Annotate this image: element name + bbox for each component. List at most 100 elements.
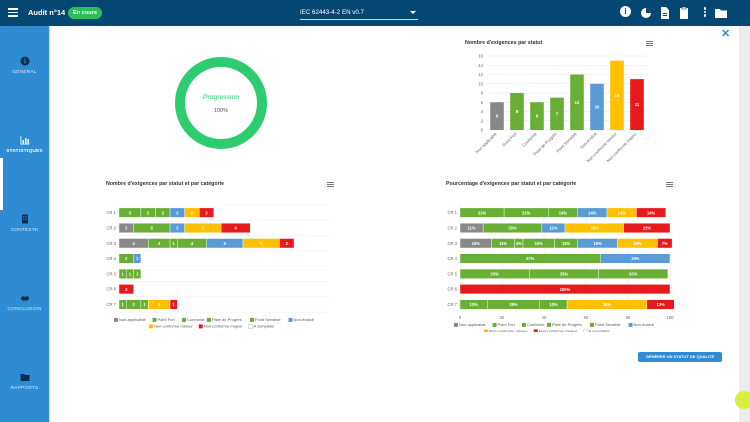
segment-data-label: 2 xyxy=(176,210,179,215)
menu-icon[interactable] xyxy=(8,8,18,17)
segment-data-label: 2 xyxy=(125,226,128,231)
y-tick-label: 6 xyxy=(481,100,484,105)
legend-swatch xyxy=(628,322,633,327)
legend-label: Non-applicable xyxy=(119,317,146,322)
segment-data-label: 28% xyxy=(508,226,517,231)
bar xyxy=(550,97,564,130)
segment-data-label: 67% xyxy=(526,256,535,261)
legend-label: Piste de Progrès xyxy=(212,317,242,322)
status-badge: En cours xyxy=(68,7,102,19)
legend-label: Non-conforme mineur xyxy=(154,324,193,329)
report-folder-icon xyxy=(20,374,30,381)
segment-data-label: 33% xyxy=(560,271,569,276)
count-chart-title: Nombre d'exigences par statut et par cat… xyxy=(106,181,225,187)
y-tick-label: 16 xyxy=(478,54,483,59)
folder-icon[interactable] xyxy=(714,6,728,20)
segment-data-label: 22% xyxy=(643,226,652,231)
bar-segment xyxy=(133,268,142,279)
pie-chart-icon[interactable] xyxy=(640,6,654,20)
percent-stacked-chart: 0 20 40 60 80 100 CR 1 21% 21% 14% 14% 14% 14% CR 2 11… xyxy=(447,205,675,332)
bar-data-label: 12 xyxy=(575,100,580,105)
sidebar-item-conclusion[interactable]: CONCLUSION xyxy=(0,293,49,337)
x-tick-label: 100 xyxy=(667,315,675,320)
y-tick-label: 14 xyxy=(478,63,483,68)
segment-data-label: 3 xyxy=(158,302,161,307)
sidebar-item-context[interactable]: CONTEXTE xyxy=(0,214,49,258)
segment-data-label: 2 xyxy=(125,256,128,261)
segment-data-label: 2 xyxy=(205,210,208,215)
y-tick-label: CR 3 xyxy=(447,241,457,246)
chart-menu-icon[interactable] xyxy=(666,182,673,187)
standard-select-value: IEC 62443-4-2 EN v0.7 xyxy=(300,9,364,16)
segment-data-label: 4 xyxy=(235,226,238,231)
legend-label: Non-évalué xyxy=(294,317,315,322)
segment-data-label: 21% xyxy=(478,210,487,215)
legend-label: Non-évalué xyxy=(634,322,655,327)
segment-data-label: 4 xyxy=(132,241,135,246)
main-content: ✕ Progression 100% Nombre d'exigences pa… xyxy=(49,26,739,422)
legend-label: Non-conforme majeur xyxy=(204,324,243,329)
floating-action-button[interactable] xyxy=(735,391,750,409)
bar xyxy=(510,93,524,130)
sidebar-item-reports[interactable]: RAPPORTS xyxy=(0,372,49,416)
bar-segment xyxy=(657,238,673,249)
legend-label: Non-applicable xyxy=(459,322,486,327)
clipboard-icon[interactable] xyxy=(677,6,691,20)
segment-data-label: 19% xyxy=(593,241,602,246)
legend-swatch xyxy=(149,324,153,329)
y-tick-label: CR 5 xyxy=(447,271,457,276)
segment-data-label: 2 xyxy=(191,210,194,215)
y-tick-label: 8 xyxy=(481,91,484,96)
bar-data-label: 6 xyxy=(496,114,499,119)
bar-segment xyxy=(199,207,214,218)
legend-label: Point Fort xyxy=(158,317,176,322)
legend-swatch xyxy=(454,322,458,327)
segment-data-label: 2 xyxy=(162,210,165,215)
x-tick-label: Conforme xyxy=(521,131,538,148)
legend-label: A compléter xyxy=(589,329,611,332)
segment-data-label: 4 xyxy=(191,241,194,246)
chart-menu-icon[interactable] xyxy=(646,41,653,46)
bar-data-label: 7 xyxy=(556,111,559,116)
legend-swatch xyxy=(114,317,118,322)
document-icon[interactable] xyxy=(658,6,672,20)
segment-data-label: 13% xyxy=(470,302,479,307)
legend-label: Point Sensible xyxy=(595,322,621,327)
legend-swatch xyxy=(152,317,157,322)
sidebar-item-general[interactable]: GÉNÉRAL xyxy=(0,56,49,100)
legend-swatch xyxy=(207,317,211,322)
sidebar-item-statistics[interactable]: STATISTIQUES xyxy=(0,135,49,179)
segment-data-label: 1 xyxy=(122,302,125,307)
status-chart-title: Nombre d'exigences par statut xyxy=(465,40,543,46)
segment-data-label: 2 xyxy=(125,287,128,292)
segment-data-label: 5 xyxy=(151,226,154,231)
generate-quality-status-button[interactable]: GÉNÉRER UN STATUT DE QUALITÉ xyxy=(638,352,722,362)
y-tick-label: CR 7 xyxy=(447,302,457,307)
sidebar-item-label: STATISTIQUES xyxy=(6,149,43,154)
close-icon[interactable]: ✕ xyxy=(721,28,731,40)
bar-segment xyxy=(459,284,671,295)
segment-data-label: 1 xyxy=(136,256,139,261)
bar-data-label: 8 xyxy=(516,109,519,114)
standard-select[interactable]: IEC 62443-4-2 EN v0.7 xyxy=(300,8,418,20)
bar-segment xyxy=(636,207,666,218)
legend-swatch xyxy=(182,317,186,322)
segment-data-label: 11% xyxy=(499,241,507,246)
chart-menu-icon[interactable] xyxy=(327,182,334,187)
bar-segment xyxy=(598,268,669,279)
segment-data-label: 2 xyxy=(132,302,135,307)
segment-data-label: 1 xyxy=(173,302,176,307)
help-icon[interactable]: i xyxy=(620,6,634,20)
building-icon xyxy=(22,214,28,224)
segment-data-label: 14% xyxy=(647,210,656,215)
legend-swatch xyxy=(522,322,526,327)
segment-data-label: 14% xyxy=(588,210,597,215)
segment-data-label: 5 xyxy=(260,241,263,246)
segment-data-label: 28% xyxy=(590,226,599,231)
segment-data-label: 2 xyxy=(176,226,179,231)
status-bar-chart: 0 2 4 6 8 10 12 14 16 6 Non-applicable 8 Point Fort 6… xyxy=(474,54,647,163)
bar-segment xyxy=(623,223,671,233)
more-vertical-icon[interactable] xyxy=(698,6,712,20)
bar xyxy=(590,83,604,130)
segment-data-label: 13% xyxy=(549,302,558,307)
